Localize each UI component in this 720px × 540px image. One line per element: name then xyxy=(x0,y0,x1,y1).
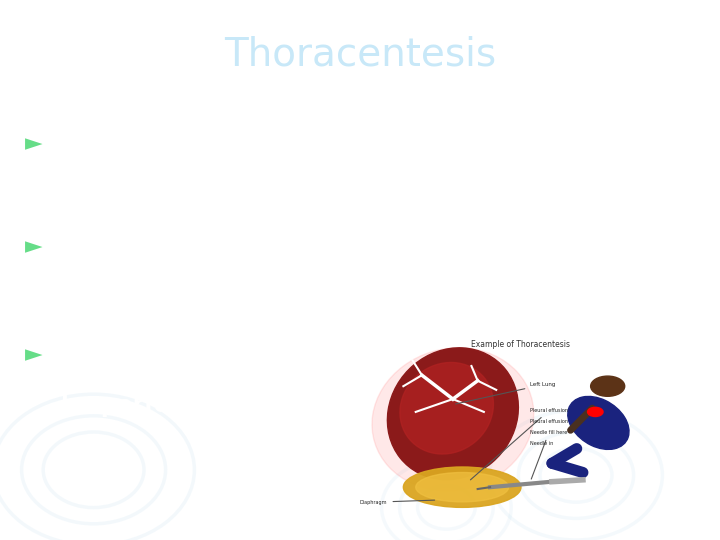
Text: Pleural effusion: Pleural effusion xyxy=(530,419,568,424)
Ellipse shape xyxy=(568,396,629,449)
Text: Thoracentesis: Thoracentesis xyxy=(224,35,496,73)
Ellipse shape xyxy=(372,348,534,491)
Circle shape xyxy=(588,407,603,416)
Text: clinical examination: clinical examination xyxy=(61,286,318,309)
Text: The site should be selected according to: The site should be selected according to xyxy=(61,235,583,258)
Text: Example of Thoracentesis: Example of Thoracentesis xyxy=(472,340,570,349)
Text: be performed under ultrasound guidance: be performed under ultrasound guidance xyxy=(61,394,593,417)
Text: Thoracentesis is indicated in all cases of: Thoracentesis is indicated in all cases … xyxy=(61,132,583,156)
Circle shape xyxy=(590,376,625,396)
Text: Pleural effusion: Pleural effusion xyxy=(470,408,568,480)
Text: Needle in: Needle in xyxy=(530,441,554,446)
Ellipse shape xyxy=(400,362,493,454)
Text: Left Lung: Left Lung xyxy=(456,382,556,404)
Ellipse shape xyxy=(387,348,518,480)
Text: ►: ► xyxy=(25,235,42,258)
Ellipse shape xyxy=(415,472,508,502)
Text: If the effusion is small thoracentesis can: If the effusion is small thoracentesis c… xyxy=(61,343,586,366)
Text: ►: ► xyxy=(25,132,42,156)
Ellipse shape xyxy=(403,467,521,508)
Text: Needle fill here: Needle fill here xyxy=(530,430,567,479)
Text: Diaphragm: Diaphragm xyxy=(360,500,435,505)
Text: pleural efusion of unknown origin: pleural efusion of unknown origin xyxy=(61,184,496,207)
Text: ►: ► xyxy=(25,343,42,366)
